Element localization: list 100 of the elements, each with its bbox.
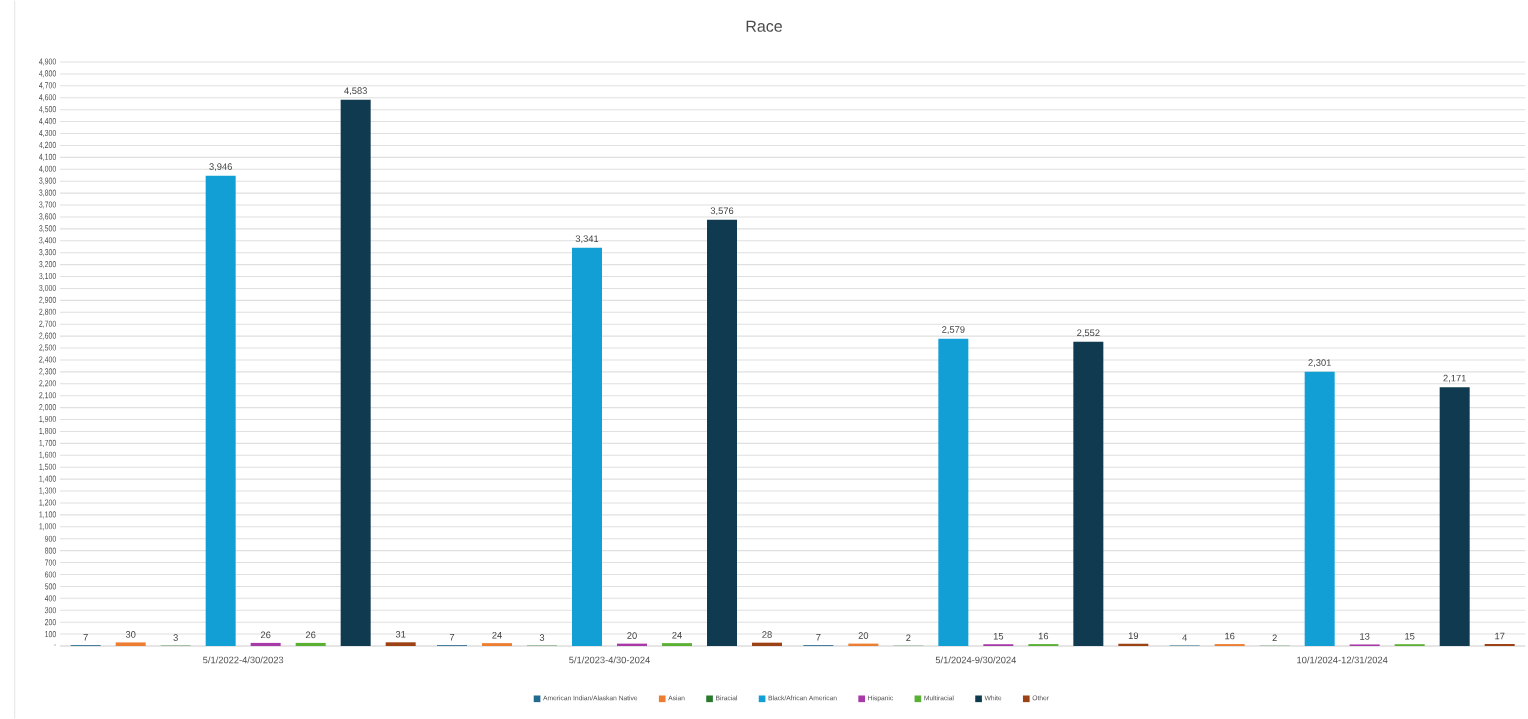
data-label: 28 bbox=[762, 631, 772, 638]
x-tick-label: 5/1/2023-4/30-2024 bbox=[569, 656, 650, 664]
data-label: 31 bbox=[395, 631, 406, 638]
y-tick-label: 4,500 bbox=[39, 106, 56, 114]
data-label: 2,579 bbox=[942, 326, 965, 334]
data-label: 15 bbox=[993, 632, 1004, 640]
data-label: 4 bbox=[1182, 634, 1187, 641]
data-label: 3,341 bbox=[575, 235, 599, 244]
bar bbox=[1484, 643, 1515, 646]
data-label: 2,171 bbox=[1443, 374, 1466, 383]
y-tick-label: 2,900 bbox=[39, 296, 56, 304]
y-tick-label: 3,100 bbox=[39, 272, 56, 281]
y-tick-label: 4,800 bbox=[39, 70, 56, 78]
data-label: 2 bbox=[906, 634, 911, 642]
y-tick-label: 4,200 bbox=[39, 141, 56, 150]
data-label: 4,583 bbox=[344, 87, 367, 96]
data-label: 24 bbox=[672, 631, 682, 639]
y-tick-label: 4,700 bbox=[39, 82, 56, 90]
y-tick-label: 900 bbox=[45, 535, 56, 542]
bar bbox=[295, 642, 326, 646]
y-tick-label: 1,300 bbox=[39, 487, 56, 495]
bar bbox=[115, 642, 146, 646]
y-tick-label: 2,300 bbox=[39, 368, 56, 376]
y-tick-label: 4,100 bbox=[39, 153, 56, 161]
y-tick-label: 3,700 bbox=[39, 201, 56, 209]
bar bbox=[340, 99, 371, 646]
data-label: 17 bbox=[1495, 632, 1505, 640]
y-tick-label: 700 bbox=[45, 559, 56, 566]
y-tick-label: 1,100 bbox=[39, 511, 56, 519]
x-tick-label: 5/1/2024-9/30/2024 bbox=[935, 656, 1017, 664]
data-label: 3 bbox=[173, 634, 178, 641]
y-tick-label: 1,900 bbox=[39, 415, 56, 424]
y-tick-label: 1,200 bbox=[39, 499, 56, 507]
y-tick-label: 1,400 bbox=[39, 475, 56, 483]
data-label: 2 bbox=[1272, 634, 1277, 642]
data-label: 15 bbox=[1405, 632, 1415, 640]
y-tick-label: 2,100 bbox=[39, 392, 56, 400]
y-tick-label: 4,600 bbox=[39, 94, 56, 102]
y-tick-label: 3,900 bbox=[39, 177, 56, 185]
y-tick-label: 1,800 bbox=[39, 427, 56, 436]
y-tick-label: 4,000 bbox=[39, 165, 56, 173]
bar bbox=[572, 247, 602, 646]
data-label: 3 bbox=[539, 634, 545, 641]
data-label: 2,301 bbox=[1308, 359, 1331, 368]
y-tick-label: 1,000 bbox=[39, 523, 56, 531]
chart-title: Race bbox=[746, 20, 782, 32]
data-label: 3,576 bbox=[710, 207, 734, 216]
y-tick-label: 3,000 bbox=[39, 284, 56, 293]
y-tick-label: 1,700 bbox=[39, 439, 56, 447]
y-tick-label: 2,600 bbox=[39, 332, 56, 340]
y-tick-label: 4,400 bbox=[39, 118, 56, 126]
y-tick-label: 3,800 bbox=[39, 189, 56, 197]
data-label: 30 bbox=[125, 631, 136, 638]
x-tick-label: 10/1/2024-12/31/2024 bbox=[1297, 656, 1388, 664]
data-label: 13 bbox=[1360, 633, 1370, 640]
y-tick-label: 500 bbox=[44, 583, 56, 590]
y-tick-label: 3,500 bbox=[39, 225, 56, 233]
data-label: 20 bbox=[858, 632, 869, 639]
y-tick-label: 800 bbox=[44, 547, 56, 554]
bar bbox=[752, 642, 783, 646]
y-tick-label: 2,400 bbox=[39, 356, 56, 364]
y-tick-label: 3,600 bbox=[39, 213, 56, 221]
data-label: 3,946 bbox=[209, 163, 232, 171]
y-tick-label: 600 bbox=[45, 571, 56, 578]
y-tick-label: 2,800 bbox=[39, 308, 56, 316]
bar bbox=[205, 175, 236, 646]
data-label: 19 bbox=[1128, 632, 1139, 640]
data-label: 7 bbox=[816, 634, 821, 641]
bar bbox=[482, 643, 513, 646]
y-tick-label: 300 bbox=[44, 607, 56, 614]
y-tick-label: 1,600 bbox=[39, 451, 56, 459]
y-tick-label: 400 bbox=[44, 595, 56, 602]
data-label: 26 bbox=[260, 631, 271, 639]
bar bbox=[662, 643, 693, 646]
data-label: 26 bbox=[305, 631, 316, 639]
data-label: 16 bbox=[1038, 632, 1049, 640]
bar bbox=[1073, 341, 1104, 646]
y-tick-label: - bbox=[54, 644, 56, 646]
bar bbox=[1439, 387, 1470, 646]
y-tick-label: 3,300 bbox=[39, 249, 56, 257]
bar bbox=[385, 642, 416, 646]
y-tick-label: 3,200 bbox=[39, 261, 56, 269]
y-tick-label: 100 bbox=[45, 631, 56, 638]
data-label: 16 bbox=[1225, 632, 1235, 640]
y-tick-label: 3,400 bbox=[39, 237, 56, 245]
bar bbox=[938, 338, 969, 646]
y-tick-label: 200 bbox=[45, 619, 56, 626]
y-tick-label: 2,500 bbox=[39, 344, 56, 352]
bar bbox=[707, 219, 738, 646]
y-tick-label: 4,900 bbox=[39, 58, 56, 66]
bar bbox=[1304, 371, 1335, 646]
data-label: 7 bbox=[83, 634, 88, 641]
y-tick-label: 2,000 bbox=[39, 404, 56, 412]
y-tick-label: 4,300 bbox=[39, 129, 56, 138]
data-label: 2,552 bbox=[1077, 329, 1100, 338]
bar bbox=[250, 642, 281, 646]
data-label: 24 bbox=[492, 631, 502, 639]
y-tick-label: 2,200 bbox=[39, 380, 56, 388]
data-label: 20 bbox=[627, 632, 637, 639]
x-tick-label: 5/1/2022-4/30/2023 bbox=[203, 656, 284, 664]
